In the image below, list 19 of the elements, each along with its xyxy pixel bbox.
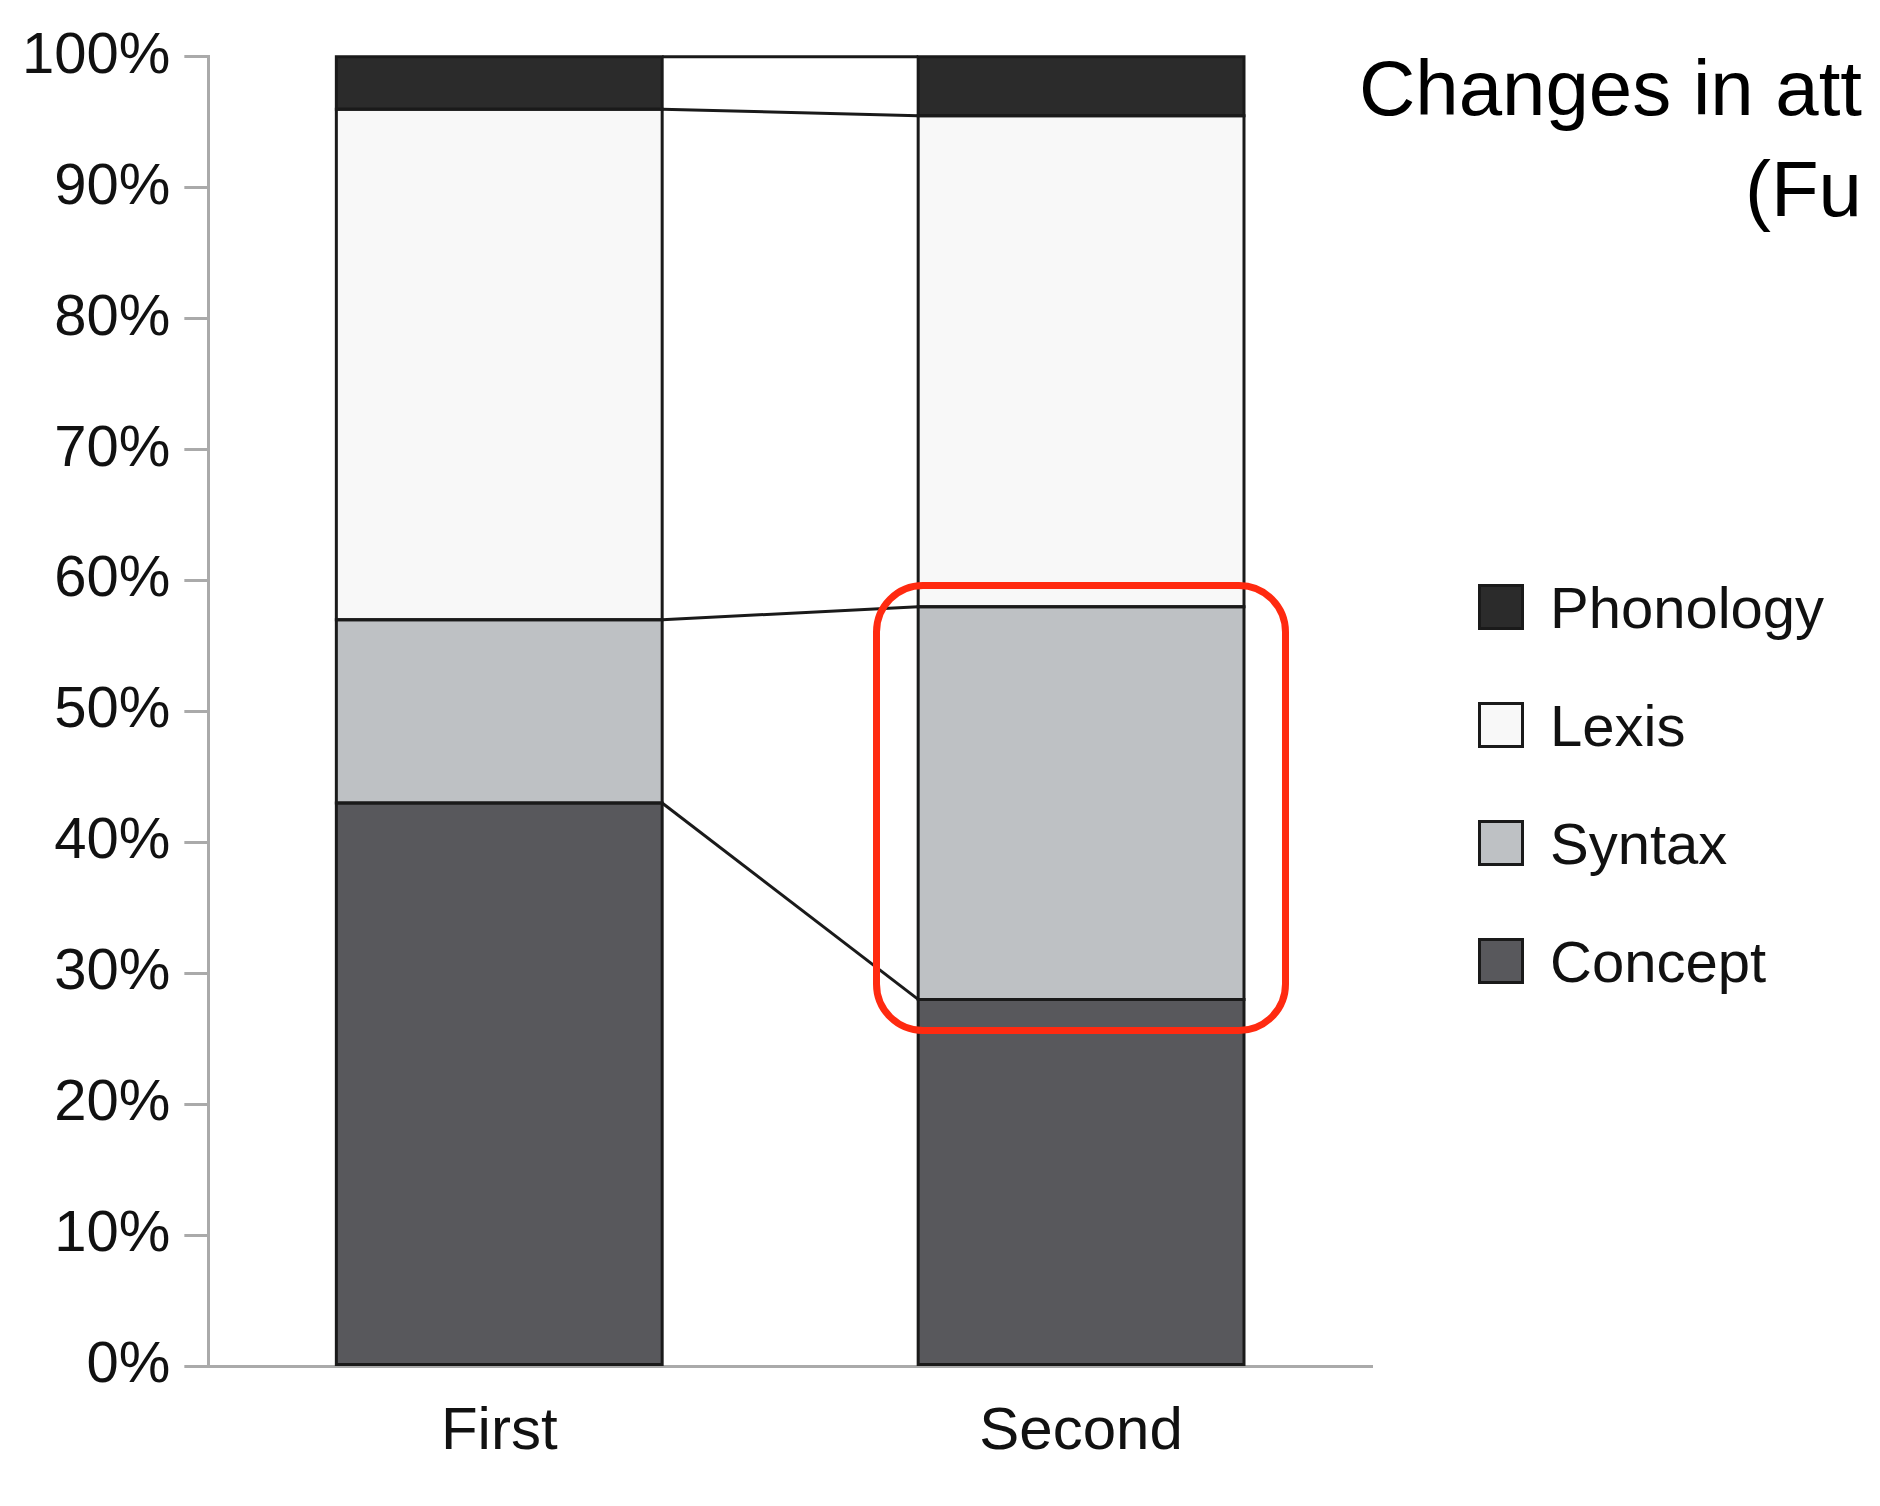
y-tick-label: 50%: [54, 674, 171, 740]
y-tick-label: 60%: [54, 543, 171, 609]
text: Changes in att: [1358, 43, 1862, 134]
y-tick-label: 100%: [22, 19, 171, 85]
text: Lexis: [1550, 691, 1686, 759]
legend-label: Syntax: [1550, 809, 1728, 877]
y-tick-label: 20%: [54, 1067, 171, 1133]
y-tick-label: 30%: [54, 936, 171, 1002]
y-tick-label: 70%: [54, 412, 171, 478]
legend-label: Concept: [1550, 927, 1767, 995]
y-tick-label: 90%: [54, 150, 171, 216]
y-tick-label: 80%: [54, 281, 171, 347]
y-tick-label: 40%: [54, 805, 171, 871]
x-tick-label: First: [440, 1394, 558, 1462]
legend-label: Phonology: [1550, 573, 1825, 641]
y-tick-label: 10%: [54, 1198, 171, 1264]
text: (Fu: [1744, 144, 1862, 236]
x-tick-label: Second: [979, 1394, 1183, 1462]
y-tick-label: 0%: [86, 1329, 171, 1394]
